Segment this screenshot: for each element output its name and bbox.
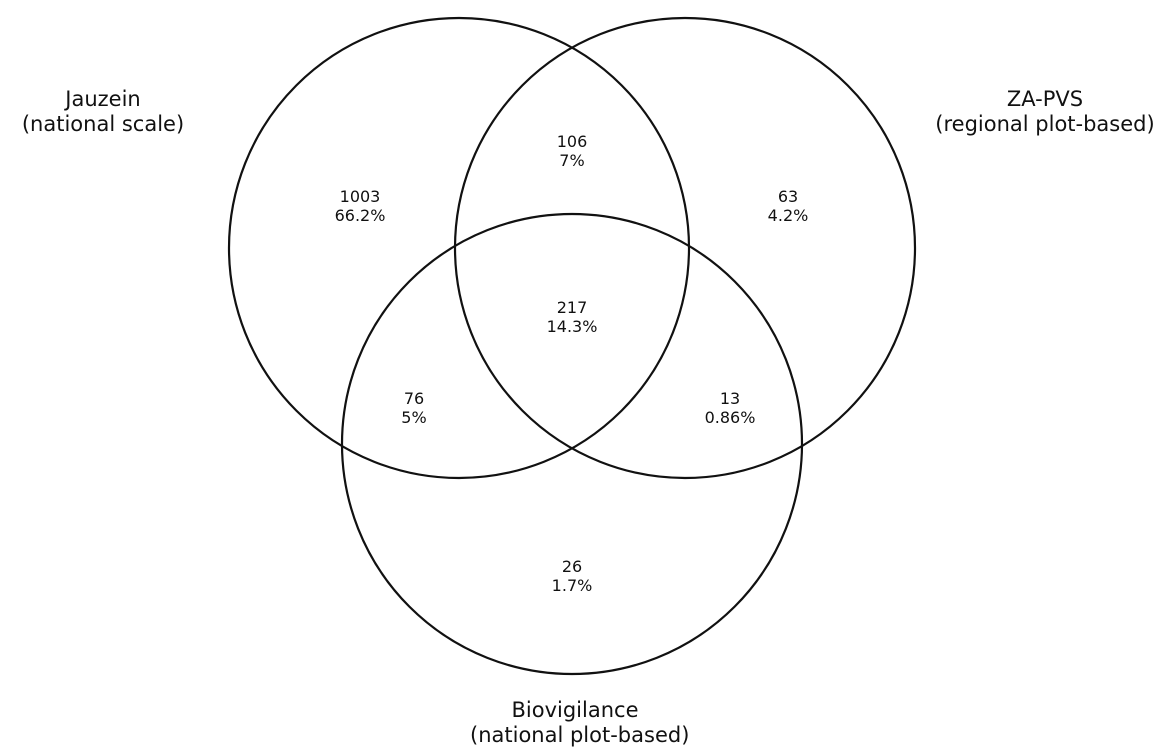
region-jauzein-biovigilance: 76 5%: [354, 389, 474, 427]
region-count: 106: [556, 132, 588, 151]
region-percent: 14.3%: [546, 317, 598, 337]
region-count: 76: [403, 389, 425, 408]
set-description: (national scale): [21, 112, 185, 137]
set-name: ZA-PVS: [1006, 87, 1084, 111]
set-name: Jauzein: [65, 87, 141, 111]
region-biovigilance-only: 26 1.7%: [512, 557, 632, 595]
region-jauzein-only: 1003 66.2%: [300, 187, 420, 225]
region-percent: 5%: [401, 408, 427, 428]
region-za-pvs-biovigilance: 13 0.86%: [670, 389, 790, 427]
region-count: 63: [777, 187, 799, 206]
region-count: 1003: [339, 187, 381, 206]
region-jauzein-za-pvs: 106 7%: [512, 132, 632, 170]
circle-za-pvs: [453, 16, 917, 480]
region-count: 26: [561, 557, 583, 576]
set-name: Biovigilance: [511, 698, 639, 722]
region-percent: 66.2%: [334, 206, 386, 226]
set-description: (regional plot-based): [935, 112, 1155, 137]
region-percent: 7%: [559, 151, 585, 171]
region-za-pvs-only: 63 4.2%: [728, 187, 848, 225]
set-description: (national plot-based): [470, 723, 690, 748]
region-percent: 1.7%: [551, 576, 593, 596]
region-percent: 4.2%: [767, 206, 809, 226]
region-count: 13: [719, 389, 741, 408]
set-label-jauzein: Jauzein (national scale): [8, 87, 198, 137]
region-all-three: 217 14.3%: [512, 298, 632, 336]
region-count: 217: [556, 298, 588, 317]
circle-biovigilance: [340, 212, 804, 676]
set-label-za-pvs: ZA-PVS (regional plot-based): [925, 87, 1165, 137]
region-percent: 0.86%: [704, 408, 756, 428]
circle-jauzein: [227, 16, 691, 480]
set-label-biovigilance: Biovigilance (national plot-based): [470, 698, 690, 748]
